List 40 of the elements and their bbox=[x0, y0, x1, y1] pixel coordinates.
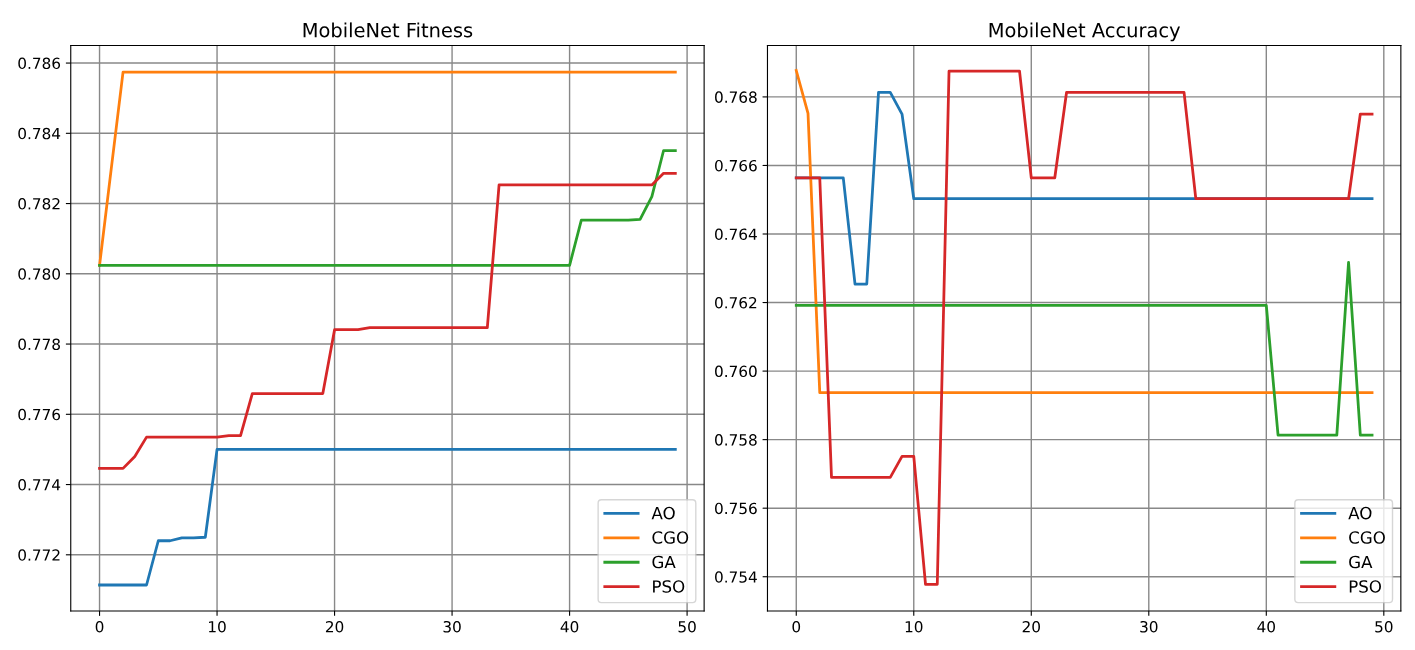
y-tick-label: 0.758 bbox=[715, 434, 757, 446]
y-tick-label: 0.768 bbox=[715, 91, 757, 103]
x-tick-label: 50 bbox=[1375, 620, 1393, 633]
x-tick-label: 10 bbox=[905, 620, 923, 633]
y-tick-label: 0.782 bbox=[18, 198, 60, 210]
legend-label: AO bbox=[1348, 506, 1372, 520]
legend-label: PSO bbox=[1349, 580, 1381, 593]
line-series bbox=[98, 149, 677, 267]
y-tick-label: 0.766 bbox=[715, 159, 757, 172]
y-tick-label: 0.774 bbox=[18, 479, 61, 491]
x-tick-label: 0 bbox=[95, 620, 104, 633]
y-tick-label: 0.776 bbox=[18, 408, 61, 421]
y-tick-label: 0.772 bbox=[18, 549, 60, 561]
legend-label: GA bbox=[1349, 555, 1373, 569]
line-series bbox=[98, 171, 677, 470]
y-tick-label: 0.760 bbox=[715, 365, 757, 378]
x-tick-label: 0 bbox=[792, 620, 801, 633]
legend-label: CGO bbox=[652, 531, 689, 544]
x-tick-label: 10 bbox=[209, 620, 226, 633]
legend-label: CGO bbox=[1349, 531, 1385, 544]
x-tick-label: 50 bbox=[678, 620, 696, 633]
chart-title: MobileNet Accuracy bbox=[989, 22, 1181, 42]
x-tick-label: 40 bbox=[1257, 620, 1276, 633]
x-tick-label: 40 bbox=[560, 620, 579, 633]
legend-label: PSO bbox=[653, 580, 685, 593]
legend-label: AO bbox=[651, 506, 675, 520]
x-tick-label: 20 bbox=[1022, 620, 1040, 633]
x-tick-label: 20 bbox=[325, 620, 344, 633]
y-tick-label: 0.778 bbox=[18, 338, 60, 351]
y-tick-label: 0.762 bbox=[715, 297, 757, 309]
chart-title: MobileNet Fitness bbox=[303, 22, 473, 38]
y-tick-label: 0.754 bbox=[715, 571, 757, 583]
y-tick-label: 0.784 bbox=[18, 127, 61, 140]
y-tick-label: 0.780 bbox=[18, 268, 61, 280]
y-tick-label: 0.764 bbox=[715, 228, 757, 241]
y-tick-label: 0.756 bbox=[715, 502, 757, 515]
legend-label: GA bbox=[652, 555, 676, 569]
x-tick-label: 30 bbox=[443, 620, 461, 633]
y-tick-label: 0.786 bbox=[18, 57, 61, 70]
x-tick-label: 30 bbox=[1140, 620, 1158, 633]
